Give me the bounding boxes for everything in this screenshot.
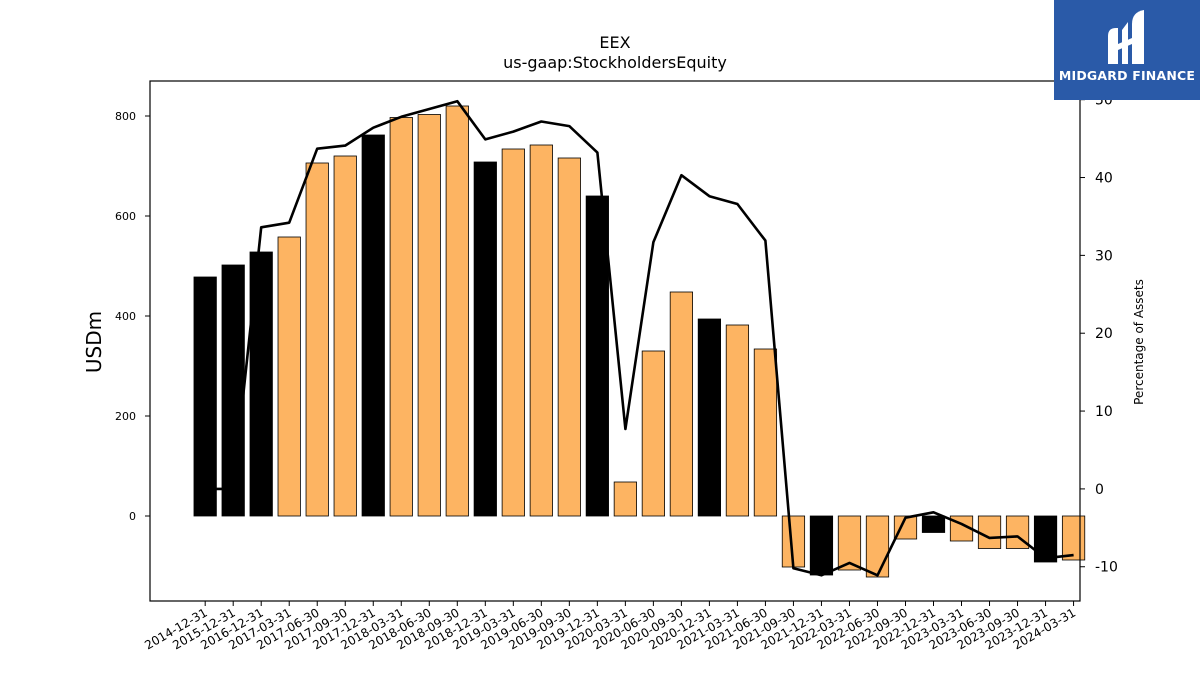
bar-2017-09-30: [333, 155, 357, 517]
logo-text: MIDGARD FINANCE: [1058, 68, 1196, 83]
percentage-line: [205, 99, 1074, 577]
y2-tick-label: 40: [1095, 171, 1113, 187]
bar-2021-12-31: [809, 515, 834, 576]
y2-tick-label: 0: [1095, 482, 1104, 498]
y2-axis-label: Percentage of Assets: [1132, 279, 1146, 405]
y-tick-label: 600: [115, 210, 136, 223]
plot-frame: [149, 80, 1081, 602]
bar-2017-12-31: [361, 134, 385, 517]
bar-2019-06-30: [529, 144, 553, 517]
bar-2018-09-30: [445, 105, 469, 517]
y2-tick-label: 20: [1095, 326, 1113, 342]
bar-2020-12-31: [697, 318, 722, 517]
bar-2024-03-31: [1061, 515, 1086, 561]
bar-2018-06-30: [417, 114, 441, 517]
bar-2017-06-30: [305, 162, 329, 517]
bar-2014-12-31: [193, 276, 217, 517]
bar-2018-12-31: [473, 161, 497, 517]
bars-group: [193, 105, 1086, 578]
bar-2022-06-30: [865, 515, 890, 578]
bar-2019-09-30: [557, 157, 581, 517]
bar-2016-12-31: [249, 251, 273, 517]
bar-2021-06-30: [753, 348, 778, 517]
bar-2022-09-30: [893, 515, 918, 540]
y-tick-label: 400: [115, 310, 136, 323]
y-tick-label: 0: [129, 510, 136, 523]
midgard-logo-icon: [1108, 10, 1144, 64]
line-group: [205, 99, 1074, 577]
chart-subtitle: us-gaap:StockholdersEquity: [503, 53, 727, 72]
bar-2020-06-30: [641, 350, 665, 517]
bar-2019-03-31: [501, 148, 525, 517]
bar-2021-03-31: [725, 324, 750, 517]
bar-2023-12-31: [1033, 515, 1058, 563]
bar-2022-03-31: [837, 515, 862, 571]
bar-2022-12-31: [921, 515, 946, 533]
y2-tick-label: 10: [1095, 404, 1113, 420]
y2-tick-label: -10: [1095, 560, 1118, 576]
y-tick-label: 800: [115, 110, 136, 123]
bar-2019-12-31: [585, 195, 609, 517]
brand-logo: MIDGARD FINANCE: [1054, 0, 1200, 100]
bar-2020-09-30: [669, 291, 693, 517]
bar-2020-03-31: [613, 481, 637, 517]
bar-2017-03-31: [277, 236, 301, 517]
y2-tick-label: 30: [1095, 248, 1113, 264]
bar-2018-03-31: [389, 117, 413, 517]
chart-title: EEX: [599, 33, 630, 52]
y-tick-label: 200: [115, 410, 136, 423]
bar-2023-06-30: [977, 515, 1002, 549]
y-axis-label: USDm: [82, 311, 106, 373]
